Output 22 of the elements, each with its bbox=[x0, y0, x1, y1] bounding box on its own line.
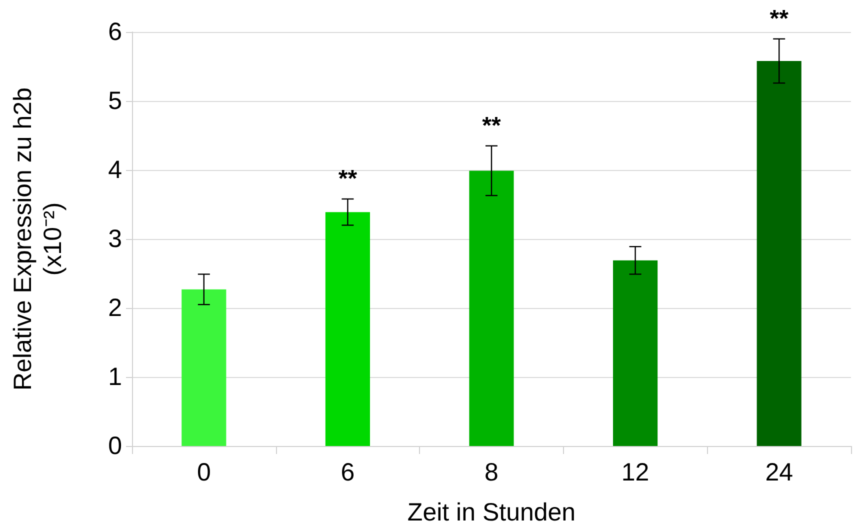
y-tick-label: 3 bbox=[108, 225, 122, 253]
x-axis-title: Zeit in Stunden bbox=[407, 498, 576, 526]
y-tick-label: 2 bbox=[108, 294, 122, 322]
y-axis-title: Relative Expression zu h2b (x10⁻²) bbox=[9, 88, 67, 390]
x-tick-label: 6 bbox=[340, 458, 355, 486]
bar bbox=[756, 60, 802, 446]
bar bbox=[325, 212, 370, 446]
annotation: ** bbox=[770, 5, 790, 32]
y-tick-label: 6 bbox=[108, 18, 122, 46]
x-tick-label: 24 bbox=[765, 458, 794, 486]
bar bbox=[613, 260, 658, 446]
x-tick-label: 8 bbox=[484, 458, 498, 486]
bar bbox=[182, 289, 226, 446]
annotation: ** bbox=[338, 165, 358, 192]
bar bbox=[469, 170, 514, 446]
y-tick-label: 1 bbox=[108, 363, 122, 391]
y-tick-label: 0 bbox=[108, 432, 122, 460]
x-tick-label: 12 bbox=[621, 458, 650, 486]
y-tick-label: 4 bbox=[108, 156, 122, 184]
annotation: ** bbox=[482, 112, 502, 140]
x-tick-label: 0 bbox=[196, 458, 211, 486]
y-tick-label: 5 bbox=[108, 87, 122, 115]
